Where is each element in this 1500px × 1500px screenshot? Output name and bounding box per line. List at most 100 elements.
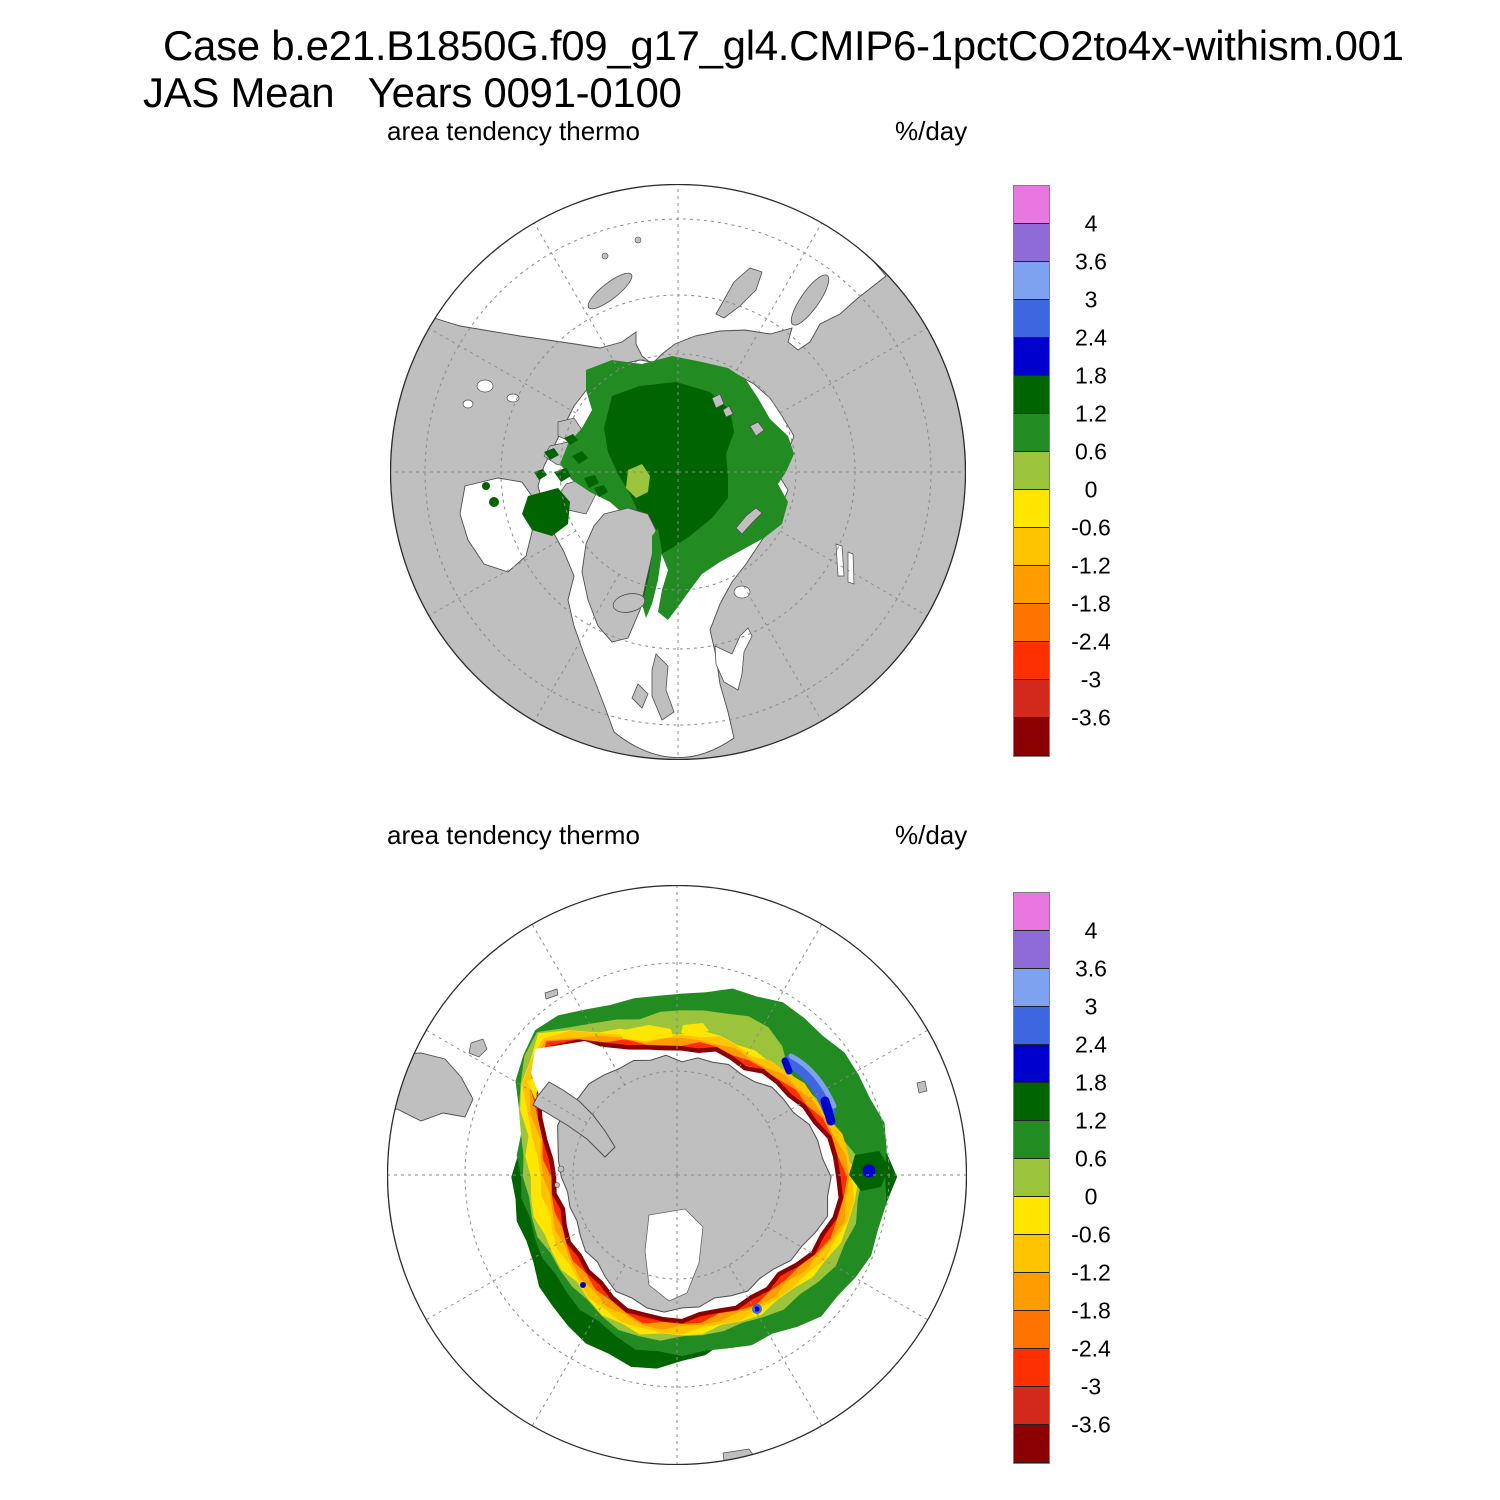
colorbar-tick-label: 4 (1084, 210, 1098, 237)
south-map-content (387, 885, 967, 1465)
colorbar-tick-label: -3 (1080, 1373, 1102, 1400)
colorbar-segment (1014, 718, 1049, 756)
colorbar-tick-label: 0.6 (1075, 1145, 1107, 1172)
colorbar-tick-label: -2.4 (1071, 628, 1111, 655)
north-panel-label: area tendency thermo (387, 116, 640, 146)
colorbar-segment (1014, 490, 1049, 528)
colorbar-tick-label: -3 (1080, 666, 1102, 693)
colorbar-segment (1014, 376, 1049, 414)
graticule-line (533, 222, 620, 371)
colorbar-tick-label: -0.6 (1071, 1221, 1111, 1248)
colorbar-segment (1014, 1349, 1049, 1387)
svalbard (711, 393, 725, 409)
colorbar-tick-label: -0.6 (1071, 514, 1111, 541)
colorbar-tick-label: 1.2 (1075, 1107, 1107, 1134)
graticule-line (779, 327, 928, 414)
colorbar-segment (1014, 338, 1049, 376)
colorbar-tick-label: 2.4 (1075, 1031, 1107, 1058)
south-polar-map (387, 885, 967, 1465)
yenisei-gulf (847, 551, 855, 585)
blue-streak-dark-start (781, 1057, 793, 1075)
figure-title-season: JAS Mean Years 0091-0100 (143, 69, 682, 116)
colorbar-segment (1014, 680, 1049, 718)
graticule-line (533, 573, 620, 722)
colorbar-segment (1014, 186, 1049, 224)
colorbar-tick-label: -3.6 (1071, 1411, 1111, 1438)
colorbar-tick-label: 2.4 (1075, 324, 1107, 351)
blue-streak-light (788, 1053, 837, 1109)
baltic-sea (714, 627, 753, 691)
colorbar-tick-label: 3 (1084, 286, 1098, 313)
severnaya-zemlya (749, 421, 765, 437)
graticule-line (559, 353, 797, 591)
kamchatka (790, 274, 830, 326)
east-greenland-ice-sliver (642, 528, 662, 618)
svalbard-2 (722, 405, 734, 418)
colorbar-tick-label: -1.8 (1071, 1297, 1111, 1324)
colorbar-segment (1014, 566, 1049, 604)
colorbar-tick-label: 4 (1084, 917, 1098, 944)
north-map-rim (390, 184, 966, 760)
colorbar-tick-label: 1.2 (1075, 400, 1107, 427)
north-graticule (390, 184, 966, 760)
south-panel-label: area tendency thermo (387, 820, 640, 850)
archipelago-ice-bits (482, 434, 608, 507)
coast-islet (554, 1182, 560, 1188)
colorbar-tick-label: 0.6 (1075, 438, 1107, 465)
graticule-line (736, 222, 823, 371)
colorbar-tick-label: 3.6 (1075, 248, 1107, 275)
ross-ice-shelf-white (644, 1208, 704, 1302)
north-panel-units: %/day (895, 116, 968, 146)
north-map-content (390, 184, 966, 760)
colorbar-segment (1014, 1045, 1049, 1083)
colorbar-tick-label: -1.8 (1071, 590, 1111, 617)
blue-streak-dark-tip (820, 1096, 836, 1126)
colorbar-segment (1014, 1273, 1049, 1311)
novaya-zemlya (735, 507, 763, 535)
arctic-ice-darkgreen-core (604, 382, 734, 598)
colorbar-segment (1014, 1159, 1049, 1197)
south-panel-units: %/day (895, 820, 968, 850)
colorbar-tick-label: -3.6 (1071, 704, 1111, 731)
east-blue-dot (862, 1164, 876, 1178)
east-island (916, 1080, 928, 1094)
colorbar-segment (1014, 414, 1049, 452)
south-colorbar: 4 3.6 3 2.4 1.8 1.2 0.6 0 -0.6 -1.2 -1.8 -2.4 -3 -3.6 (1013, 892, 1111, 1464)
graticule-line (736, 573, 823, 722)
north-polar-map (390, 184, 966, 760)
colorbar-segment (1014, 931, 1049, 969)
lake (462, 399, 474, 409)
graticule-line (428, 530, 577, 617)
antarctic-peninsula (532, 1081, 616, 1158)
colorbar-segment (1014, 1311, 1049, 1349)
foxe-basin-ice (522, 488, 570, 536)
colorbar-segment (1014, 300, 1049, 338)
ireland (631, 683, 649, 709)
figure-title-case: Case b.e21.B1850G.f09_g17_gl4.CMIP6-1pct… (163, 22, 1404, 69)
colorbar-segment (1014, 1235, 1049, 1273)
colorbar-segment (1014, 604, 1049, 642)
colorbar-segment (1014, 1425, 1049, 1463)
colorbar-segment (1014, 1121, 1049, 1159)
alaska-peninsula (587, 272, 633, 310)
lake (476, 379, 494, 393)
iceland (612, 593, 646, 613)
graticule-line (779, 530, 928, 617)
falkland-island (468, 1038, 488, 1058)
chukotka-arm (715, 267, 763, 319)
colorbar-tick-label: -1.2 (1071, 552, 1111, 579)
north-colorbar: 4 3.6 3 2.4 1.8 1.2 0.6 0 -0.6 -1.2 -1.8 -2.4 -3 -3.6 (1013, 185, 1111, 757)
colorbar-segment (1014, 262, 1049, 300)
colorbar-tick-label: -1.2 (1071, 1259, 1111, 1286)
coast-islet (557, 1165, 565, 1173)
south-blue-dot-core (754, 1306, 760, 1312)
colorbar-tick-label: 0 (1084, 1183, 1098, 1210)
ob-gulf (835, 543, 845, 577)
lake (506, 393, 520, 403)
arctic-ice-yellowgreen-patch (626, 464, 650, 498)
graticule-line (428, 327, 577, 414)
colorbar-tick-label: 3 (1084, 993, 1098, 1020)
colorbar-segment (1014, 528, 1049, 566)
colorbar-tick-label: -2.4 (1071, 1335, 1111, 1362)
